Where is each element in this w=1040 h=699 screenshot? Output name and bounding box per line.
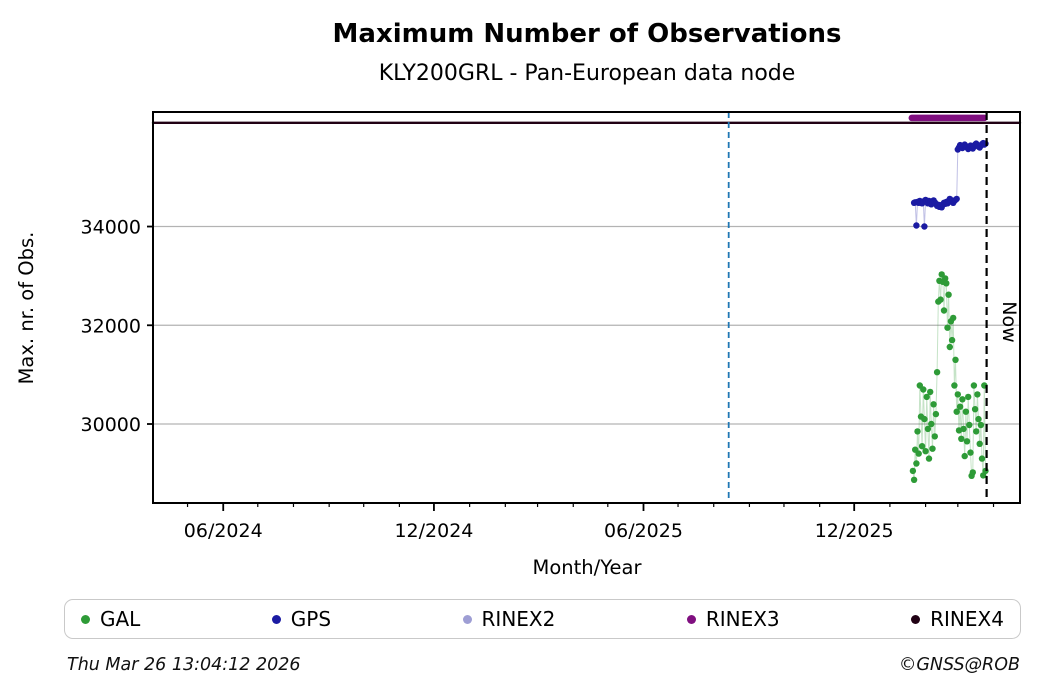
data-point: [909, 467, 917, 475]
series-gps: [910, 139, 989, 230]
tick-labels: 06/2024 12/2024 06/2025 12/2025 30000 32000 34…: [81, 217, 894, 542]
x-axis-label: Month/Year: [533, 556, 643, 579]
data-point: [944, 324, 951, 331]
data-point: [921, 223, 928, 230]
data-point: [966, 421, 973, 429]
data-point: [942, 275, 949, 282]
x-tick-label: 06/2024: [184, 520, 263, 542]
data-point: [965, 393, 972, 401]
data-point: [971, 406, 979, 413]
data-point: [933, 369, 941, 376]
data-point: [929, 445, 936, 452]
chart-subtitle: KLY200GRL - Pan-European data node: [379, 61, 796, 86]
legend-dot-rinex2: [462, 614, 472, 624]
data-point: [921, 415, 928, 423]
data-point: [963, 438, 971, 445]
data-point: [959, 396, 966, 403]
legend-item-rinex4: RINEX4: [911, 607, 1004, 631]
data-point: [930, 401, 937, 408]
data-point: [922, 448, 929, 455]
data-point: [956, 403, 964, 410]
data-point: [961, 452, 968, 460]
data-point: [953, 408, 960, 415]
data-point: [962, 408, 970, 415]
data-point: [913, 222, 920, 229]
data-point: [940, 307, 948, 314]
legend-label: RINEX4: [930, 607, 1004, 631]
observations-chart: Maximum Number of Observations KLY200GRL…: [15, 19, 1022, 579]
data-point: [931, 433, 938, 440]
data-point: [969, 469, 976, 476]
data-point: [977, 421, 985, 429]
legend-item-rinex3: RINEX3: [686, 607, 780, 631]
y-tick-label: 34000: [81, 217, 141, 239]
data-point: [910, 476, 918, 483]
data-point: [927, 388, 934, 396]
legend-item-gps: GPS: [271, 607, 332, 631]
data-point: [982, 140, 989, 147]
reference-lines: [727, 112, 988, 503]
data-point: [937, 296, 944, 303]
data-point: [973, 428, 980, 435]
x-tick-label: 12/2024: [394, 520, 473, 542]
data-point: [960, 425, 967, 433]
chart-title: Maximum Number of Observations: [333, 19, 842, 49]
data-point: [976, 440, 983, 447]
data-point: [950, 314, 957, 322]
legend-label: RINEX3: [705, 607, 780, 631]
data-point: [925, 455, 933, 462]
legend-dot-gal: [81, 614, 90, 624]
legend-item-gal: GAL: [81, 607, 140, 631]
timestamp-text: Thu Mar 26 13:04:12 2026: [67, 655, 301, 675]
data-point: [918, 443, 926, 450]
x-tick-label: 06/2025: [604, 520, 683, 542]
data-point: [952, 356, 959, 363]
data-point: [915, 450, 922, 457]
y-axis-label: Max. nr. of Obs.: [15, 232, 38, 385]
data-point: [974, 391, 981, 398]
legend-dot-rinex4: [911, 614, 921, 624]
data-point: [923, 393, 930, 401]
now-annotation: Now: [998, 301, 1020, 342]
gridlines: [153, 225, 1020, 425]
series-connector: [913, 142, 986, 227]
legend-item-rinex2: RINEX2: [462, 607, 556, 631]
data-point: [982, 467, 989, 475]
data-point: [932, 410, 940, 418]
data-point: [951, 382, 958, 389]
y-tick-label: 32000: [81, 315, 141, 337]
data-point: [948, 336, 956, 344]
data-point: [958, 435, 965, 442]
data-point: [946, 343, 953, 351]
legend-label: RINEX2: [481, 607, 556, 631]
plot-border: [152, 111, 1021, 504]
data-point: [928, 420, 935, 428]
data-point: [913, 460, 920, 467]
data-point: [924, 425, 932, 433]
data-point: [943, 280, 950, 287]
legend-dot-gps: [271, 614, 281, 624]
data-point: [945, 291, 952, 298]
legend-dot-rinex3: [686, 614, 696, 624]
data-point: [914, 428, 921, 435]
legend-label: GPS: [290, 607, 332, 631]
axis-ticks: [147, 225, 995, 511]
data-point: [953, 195, 960, 203]
y-tick-label: 30000: [81, 414, 141, 436]
data-point: [978, 455, 986, 462]
data-point: [954, 391, 961, 398]
data-series: [151, 114, 1022, 483]
legend: GAL GPS RINEX2 RINEX3 RINEX4: [64, 599, 1021, 639]
credit-text: ©GNSS@ROB: [898, 655, 1020, 675]
plot-frame: [152, 111, 1021, 504]
legend-label: GAL: [100, 607, 141, 631]
x-tick-label: 12/2025: [815, 520, 894, 542]
data-point: [975, 415, 982, 423]
data-point: [920, 386, 927, 393]
data-point: [970, 382, 978, 389]
data-point: [967, 449, 974, 456]
series-gal: [909, 271, 989, 483]
